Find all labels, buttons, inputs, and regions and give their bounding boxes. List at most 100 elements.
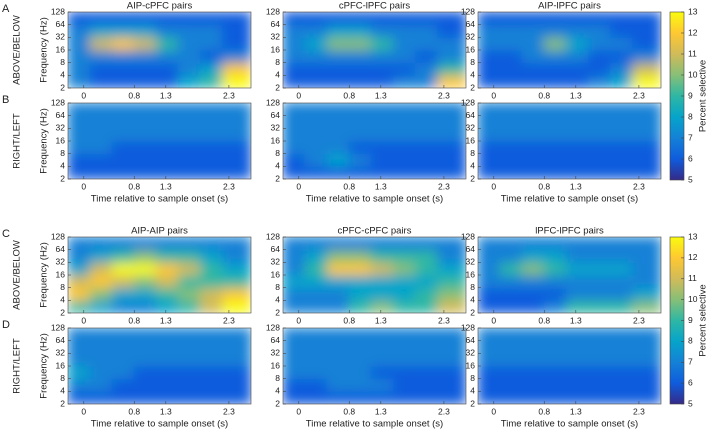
y-tick-label: 4 <box>275 295 280 305</box>
heat-cell <box>326 261 350 276</box>
heat-cell <box>521 274 545 289</box>
heat-cell <box>478 274 501 289</box>
heat-cell <box>177 36 202 51</box>
y-tick-label: 32 <box>56 348 66 358</box>
heat-cell <box>133 49 157 64</box>
heatmap-cells <box>68 12 251 88</box>
heat-cell <box>610 365 634 380</box>
y-tick-label: 128 <box>461 231 475 241</box>
heat-cell <box>632 153 661 167</box>
heat-cell <box>304 115 328 129</box>
x-tick-label: 2.3 <box>438 181 450 191</box>
heat-cell <box>89 261 113 276</box>
heatmap-cells <box>283 237 466 313</box>
heat-cell <box>499 36 523 51</box>
panel-title: AIP-AIP pairs <box>131 226 188 237</box>
heatmap <box>283 328 466 404</box>
heat-cell <box>587 24 612 38</box>
heat-cell <box>499 352 523 367</box>
heat-cell <box>478 24 501 38</box>
heat-cell <box>326 249 350 263</box>
heat-cell <box>177 274 202 289</box>
heat-cell <box>111 365 135 380</box>
heat-cell <box>283 36 306 51</box>
heat-cell <box>283 378 306 392</box>
heat-cell <box>177 261 202 276</box>
heat-cell <box>543 274 567 289</box>
heat-cell <box>565 340 589 354</box>
heat-cell <box>200 127 224 142</box>
heat-cell <box>499 127 523 142</box>
y-tick-label: 2 <box>60 82 65 92</box>
heat-cell <box>133 365 157 380</box>
x-axis-label: Time relative to sample onset (s) <box>91 419 228 429</box>
heat-cell <box>283 24 306 38</box>
heat-cell <box>155 103 179 117</box>
heat-cell <box>370 36 394 51</box>
heat-cell <box>200 340 224 354</box>
heat-cell <box>610 140 634 155</box>
heat-cell <box>111 274 135 289</box>
heat-cell <box>370 103 394 117</box>
heat-cell <box>565 140 589 155</box>
heat-cell <box>326 378 350 392</box>
heat-cell <box>610 274 634 289</box>
y-axis-label: Frequency (Hz) <box>39 242 50 307</box>
heat-cell <box>543 352 567 367</box>
heatmap <box>283 237 466 313</box>
heat-cell <box>587 103 612 117</box>
heat-cell <box>437 390 466 404</box>
heat-cell <box>304 103 328 117</box>
x-tick-label: 2.3 <box>633 181 645 191</box>
heat-cell <box>565 165 589 179</box>
heat-cell <box>499 287 523 301</box>
heat-cell <box>499 12 523 26</box>
heat-cell <box>415 340 439 354</box>
heat-cell <box>499 390 523 404</box>
heat-cell <box>587 378 612 392</box>
heat-cell <box>632 287 661 301</box>
y-tick-label: 128 <box>461 97 475 107</box>
heat-cell <box>499 115 523 129</box>
heat-cell <box>326 62 350 76</box>
colorbar-tick-label: 10 <box>688 294 698 304</box>
heat-cell <box>348 24 372 38</box>
heat-cell <box>304 74 328 88</box>
heat-cell <box>155 49 179 64</box>
heat-cell <box>348 153 372 167</box>
heat-cell <box>437 74 466 88</box>
heat-cell <box>133 249 157 263</box>
heat-cell <box>370 140 394 155</box>
heat-cell <box>499 74 523 88</box>
heat-cell <box>392 12 417 26</box>
heat-cell <box>89 287 113 301</box>
y-tick-label: 2 <box>275 173 280 183</box>
y-tick-label: 16 <box>56 269 66 279</box>
y-tick-label: 32 <box>466 32 476 42</box>
y-tick-label: 4 <box>275 386 280 396</box>
heat-cell <box>326 127 350 142</box>
x-axis-label: Time relative to sample onset (s) <box>91 194 228 205</box>
heat-cell <box>478 299 501 313</box>
heat-cell <box>478 378 501 392</box>
colorbar-tick-label: 6 <box>688 153 693 163</box>
heat-cell <box>587 365 612 380</box>
heat-cell <box>543 237 567 251</box>
heat-cell <box>392 62 417 76</box>
heat-cell <box>133 378 157 392</box>
x-tick-label: 1.3 <box>375 181 387 191</box>
heat-cell <box>348 127 372 142</box>
heat-cell <box>437 12 466 26</box>
heat-cell <box>543 390 567 404</box>
heat-cell <box>521 390 545 404</box>
heat-cell <box>521 328 545 342</box>
heat-cell <box>348 390 372 404</box>
heat-cell <box>111 165 135 179</box>
heat-cell <box>89 49 113 64</box>
y-tick-label: 64 <box>271 19 281 29</box>
x-tick-label: 1.3 <box>375 406 387 416</box>
heat-cell <box>68 299 91 313</box>
heat-cell <box>370 115 394 129</box>
heat-cell <box>478 340 501 354</box>
heatmap-cells <box>68 103 251 179</box>
